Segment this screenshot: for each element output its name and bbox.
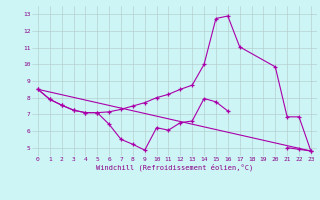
X-axis label: Windchill (Refroidissement éolien,°C): Windchill (Refroidissement éolien,°C) (96, 164, 253, 171)
